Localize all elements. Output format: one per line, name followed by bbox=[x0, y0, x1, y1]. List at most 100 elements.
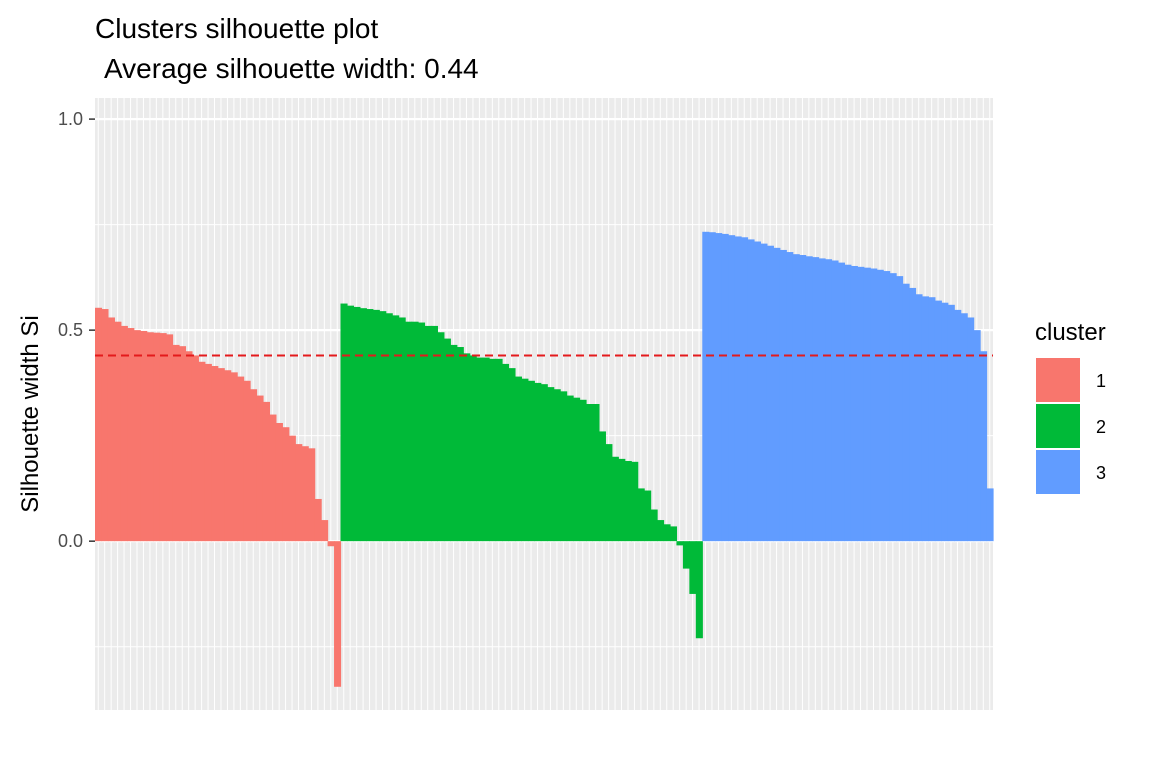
silhouette-bar-cluster-2 bbox=[611, 456, 619, 542]
silhouette-bar-cluster-2 bbox=[695, 541, 703, 639]
silhouette-bar-cluster-2 bbox=[579, 399, 587, 542]
y-tick-label: 1.0 bbox=[58, 109, 83, 129]
silhouette-bar-cluster-1 bbox=[250, 389, 258, 542]
silhouette-bar-cluster-1 bbox=[243, 380, 251, 542]
silhouette-bar-cluster-1 bbox=[178, 346, 187, 542]
silhouette-bar-cluster-3 bbox=[947, 304, 955, 542]
silhouette-bar-cluster-3 bbox=[747, 239, 755, 542]
legend-title: cluster bbox=[1035, 319, 1106, 346]
silhouette-bar-cluster-1 bbox=[282, 427, 290, 542]
silhouette-bar-cluster-1 bbox=[107, 317, 115, 542]
silhouette-bar-cluster-2 bbox=[521, 378, 529, 542]
silhouette-bar-cluster-1 bbox=[95, 307, 103, 542]
silhouette-bar-cluster-1 bbox=[114, 321, 122, 542]
silhouette-bar-cluster-2 bbox=[443, 338, 451, 542]
silhouette-bar-cluster-3 bbox=[812, 257, 820, 542]
silhouette-bar-cluster-3 bbox=[753, 241, 762, 542]
silhouette-bar-cluster-2 bbox=[411, 321, 419, 542]
silhouette-bar-cluster-3 bbox=[734, 236, 742, 542]
silhouette-bar-cluster-2 bbox=[372, 309, 380, 542]
silhouette-bar-cluster-2 bbox=[566, 395, 574, 542]
silhouette-bar-cluster-3 bbox=[896, 276, 904, 542]
silhouette-bar-cluster-2 bbox=[405, 321, 413, 542]
silhouette-bar-cluster-3 bbox=[934, 300, 942, 542]
silhouette-bar-cluster-1 bbox=[262, 401, 271, 542]
silhouette-bar-cluster-1 bbox=[153, 332, 161, 542]
legend-label-cluster-3: 3 bbox=[1096, 463, 1106, 483]
silhouette-bar-cluster-2 bbox=[450, 344, 458, 542]
silhouette-bar-cluster-2 bbox=[398, 317, 406, 542]
silhouette-bar-cluster-3 bbox=[915, 294, 923, 542]
silhouette-bar-cluster-3 bbox=[766, 245, 774, 542]
silhouette-bar-cluster-1 bbox=[275, 422, 283, 542]
silhouette-bar-cluster-2 bbox=[385, 313, 393, 542]
plot-panel bbox=[95, 98, 994, 710]
silhouette-bar-cluster-2 bbox=[618, 458, 626, 542]
silhouette-bar-cluster-1 bbox=[314, 498, 322, 542]
silhouette-bar-cluster-3 bbox=[850, 265, 858, 542]
silhouette-bar-cluster-2 bbox=[553, 389, 561, 542]
silhouette-bar-cluster-3 bbox=[786, 252, 794, 542]
silhouette-bar-cluster-1 bbox=[198, 361, 206, 542]
silhouette-bar-cluster-1 bbox=[159, 333, 167, 542]
silhouette-bar-cluster-2 bbox=[605, 444, 613, 542]
silhouette-bar-cluster-3 bbox=[779, 249, 787, 542]
silhouette-bar-cluster-2 bbox=[508, 368, 516, 542]
silhouette-bar-cluster-2 bbox=[527, 380, 535, 542]
y-tick-label: 0.5 bbox=[58, 320, 83, 340]
silhouette-bar-cluster-2 bbox=[689, 541, 697, 594]
silhouette-bar-cluster-2 bbox=[598, 431, 606, 542]
silhouette-bar-cluster-3 bbox=[941, 302, 949, 542]
silhouette-bar-cluster-1 bbox=[230, 372, 238, 542]
silhouette-bar-cluster-3 bbox=[825, 259, 833, 542]
silhouette-bar-cluster-3 bbox=[986, 488, 994, 542]
silhouette-bar-cluster-3 bbox=[954, 309, 962, 542]
silhouette-bar-cluster-3 bbox=[844, 264, 852, 542]
silhouette-bar-cluster-2 bbox=[663, 524, 671, 542]
silhouette-bar-cluster-2 bbox=[637, 488, 645, 542]
legend-key-cluster-3 bbox=[1036, 450, 1080, 494]
silhouette-bar-cluster-2 bbox=[657, 520, 665, 542]
silhouette-bar-cluster-2 bbox=[424, 325, 432, 542]
silhouette-bar-cluster-2 bbox=[366, 309, 374, 542]
legend-label-cluster-2: 2 bbox=[1096, 417, 1106, 437]
silhouette-bar-cluster-1 bbox=[301, 446, 309, 542]
bars bbox=[95, 231, 994, 687]
silhouette-bar-cluster-3 bbox=[792, 254, 800, 542]
silhouette-bar-cluster-3 bbox=[967, 317, 975, 542]
silhouette-bar-cluster-3 bbox=[863, 267, 871, 542]
silhouette-bar-cluster-2 bbox=[540, 384, 548, 542]
silhouette-bar-cluster-3 bbox=[715, 233, 723, 542]
silhouette-bar-cluster-3 bbox=[837, 262, 846, 542]
y-tick-label: 0.0 bbox=[58, 531, 83, 551]
silhouette-bar-cluster-3 bbox=[818, 258, 826, 542]
silhouette-bar-cluster-3 bbox=[870, 268, 878, 542]
silhouette-bar-cluster-1 bbox=[120, 325, 128, 542]
silhouette-bar-cluster-2 bbox=[456, 347, 464, 542]
silhouette-bar-cluster-2 bbox=[592, 404, 600, 542]
silhouette-bar-cluster-1 bbox=[256, 395, 264, 542]
silhouette-bar-cluster-3 bbox=[921, 296, 929, 542]
y-axis: 0.0 0.5 1.0 bbox=[58, 109, 95, 551]
silhouette-bar-cluster-1 bbox=[140, 330, 148, 542]
silhouette-bar-cluster-2 bbox=[463, 353, 471, 542]
silhouette-bar-cluster-2 bbox=[650, 509, 658, 542]
silhouette-bar-cluster-2 bbox=[437, 332, 445, 542]
silhouette-bar-cluster-1 bbox=[308, 448, 316, 542]
silhouette-bar-cluster-1 bbox=[101, 309, 109, 542]
silhouette-bar-cluster-1 bbox=[133, 330, 141, 542]
silhouette-bar-cluster-2 bbox=[495, 358, 503, 542]
silhouette-bar-cluster-3 bbox=[773, 247, 781, 542]
silhouette-bar-cluster-1 bbox=[191, 355, 199, 542]
silhouette-bar-cluster-2 bbox=[514, 376, 522, 542]
silhouette-bar-cluster-3 bbox=[799, 255, 807, 542]
silhouette-bar-cluster-3 bbox=[708, 232, 716, 542]
silhouette-bar-cluster-3 bbox=[721, 233, 729, 542]
silhouette-bar-cluster-1 bbox=[211, 366, 219, 542]
silhouette-bar-cluster-1 bbox=[321, 520, 329, 542]
silhouette-bar-cluster-1 bbox=[127, 328, 135, 542]
silhouette-bar-cluster-2 bbox=[502, 363, 510, 542]
silhouette-bar-cluster-2 bbox=[476, 357, 484, 542]
silhouette-bar-cluster-1 bbox=[334, 541, 342, 687]
silhouette-bar-cluster-2 bbox=[482, 357, 490, 542]
